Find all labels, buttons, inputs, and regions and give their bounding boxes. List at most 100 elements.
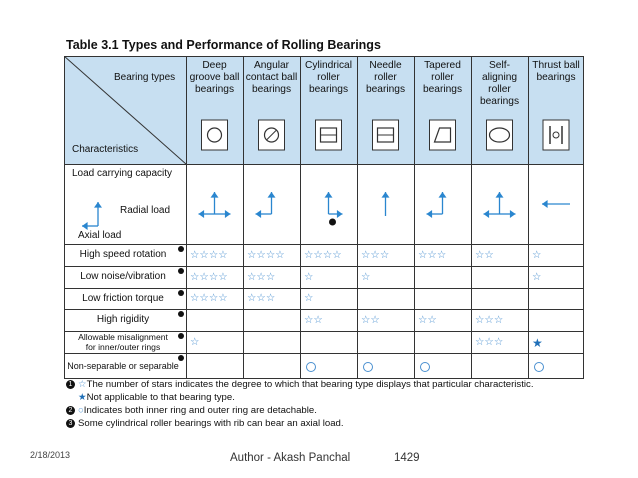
rating-stars: ☆☆☆☆ <box>304 248 342 261</box>
column-header-4-line3: bearings <box>365 84 406 95</box>
col7-axial-arrow-icon <box>542 200 570 208</box>
grid-hline <box>64 331 584 332</box>
grid-hline <box>64 378 584 379</box>
row-label: Low friction torque <box>82 292 164 304</box>
col4-radial-arrow-icon <box>381 192 390 216</box>
footnote-text: Indicates both inner ring and outer ring… <box>83 405 317 416</box>
angular-contact-bearing-icon <box>258 119 285 151</box>
footnote-text: The number of stars indicates the degree… <box>86 379 534 390</box>
rating-stars: ☆☆ <box>475 248 494 261</box>
row-note-badge <box>178 246 184 252</box>
footnote-2: ★Not applicable to that bearing type. <box>78 391 235 404</box>
row-label-line1: Allowable misalignment <box>78 332 168 342</box>
footnote-badge: 1 <box>66 379 75 389</box>
column-header-3-line3: bearings <box>308 84 349 95</box>
axial-legend-arrow-icon <box>82 222 98 230</box>
column-header-6-line1: Self- <box>489 60 510 71</box>
grid-hline <box>64 56 584 57</box>
col3-radial-arrow-icon <box>324 192 333 214</box>
characteristics-label: Characteristics <box>72 144 139 155</box>
col2-radial-arrow-icon <box>267 192 276 214</box>
rating-stars: ☆☆☆☆ <box>190 248 228 261</box>
row-label: High speed rotation <box>79 249 167 260</box>
header-diagonal <box>64 56 186 164</box>
footnote-badge: 2 <box>66 405 75 415</box>
grid-hline <box>64 288 584 289</box>
grid-vline <box>528 56 529 378</box>
column-header-5-line2: roller <box>431 72 454 83</box>
load-arrows <box>82 192 570 230</box>
column-header-2-line2: contact ball <box>245 72 298 83</box>
deep-groove-ball-bearing-icon <box>201 119 228 151</box>
grid-vline <box>243 56 244 378</box>
footer-author: Author - Akash Panchal <box>230 452 351 464</box>
thrust-ball-bearing-icon <box>542 119 570 151</box>
row-note-badge <box>178 268 184 274</box>
footnote-symbol-icon: ★ <box>78 392 87 403</box>
column-header-3-line2: roller <box>317 72 340 83</box>
grid-hline <box>64 164 584 165</box>
rating-stars: ☆☆☆ <box>247 270 276 283</box>
rating-stars: ☆☆☆☆ <box>190 292 228 304</box>
footnote-text: Not applicable to that bearing type. <box>86 392 235 403</box>
row-note-badge <box>178 333 184 339</box>
table-title: Table 3.1 Types and Performance of Rolli… <box>66 38 381 52</box>
column-header-7-line1: Thrust ball <box>532 60 580 71</box>
rating-stars: ☆☆☆ <box>475 313 504 326</box>
rating-stars: ☆ <box>361 270 371 283</box>
col6-radial-arrow-icon <box>495 192 504 214</box>
column-header-2-line1: Angular <box>253 60 290 71</box>
col1-axial-left-arrow-icon <box>198 210 215 218</box>
tapered-roller-bearing-icon <box>429 119 456 151</box>
bearing-table: Bearing types Characteristics Deep groove… <box>64 56 584 379</box>
grid-hline <box>64 353 584 354</box>
grid-vline <box>414 56 415 378</box>
rating-stars: ☆☆☆ <box>418 248 447 261</box>
col6-axial-right-arrow-icon <box>499 210 516 218</box>
column-header-1-line2: groove ball <box>189 72 240 83</box>
bearing-icons <box>201 119 570 151</box>
footnote-symbol-icon: ○ <box>78 405 84 416</box>
grid-hline <box>64 309 584 310</box>
grid-vline <box>186 56 187 378</box>
column-header-5-line1: Tapered <box>424 60 461 71</box>
column-header-6-line4: bearings <box>479 96 520 107</box>
grid-vline <box>300 56 301 378</box>
row-label: Low noise/vibration <box>80 271 166 282</box>
self-aligning-roller-bearing-icon <box>486 119 513 151</box>
rating-stars: ☆☆☆☆ <box>247 248 285 261</box>
rating-stars: ☆ <box>304 292 314 304</box>
col5-axial-left-arrow-icon <box>426 210 443 218</box>
grid-hline <box>64 266 584 267</box>
grid-vline <box>64 56 65 378</box>
rating-stars: ☆☆ <box>304 313 323 326</box>
column-header-1-line1: Deep <box>202 60 227 71</box>
row-label: Allowable misalignment for inner/outer ri… <box>64 332 182 352</box>
needle-roller-bearing-icon <box>372 119 399 151</box>
row-note-badge <box>178 290 184 296</box>
row-label: High rigidity <box>96 314 150 325</box>
column-header-4-line1: Needle <box>369 60 402 71</box>
footnote-3: 2 ○Indicates both inner ring and outer ri… <box>66 404 317 417</box>
footnote-badge: 3 <box>66 418 75 428</box>
rating-stars: ☆☆☆ <box>247 292 276 304</box>
col1-radial-arrow-icon <box>210 192 219 214</box>
col1-axial-right-arrow-icon <box>214 210 231 218</box>
grid-hline <box>64 244 584 245</box>
column-header-3-line1: Cylindrical <box>305 60 352 71</box>
rating-stars: ☆ <box>304 270 314 283</box>
rating-stars: ☆☆☆☆ <box>190 270 228 283</box>
grid-vline <box>357 56 358 378</box>
row-label: Non-separable or separable <box>67 360 179 371</box>
column-header-4-line2: roller <box>374 72 397 83</box>
bearing-types-label: Bearing types <box>114 72 176 83</box>
footer-page-number: 1429 <box>394 452 420 464</box>
grid-vline <box>583 56 584 378</box>
not-applicable-star-icon: ★ <box>532 335 543 350</box>
col5-radial-arrow-icon <box>438 192 447 214</box>
col6-axial-left-arrow-icon <box>483 210 500 218</box>
column-header-6-line3: roller <box>488 84 511 95</box>
column-header-2-line3: bearings <box>251 84 292 95</box>
column-header-5-line3: bearings <box>422 84 463 95</box>
footnote-4: 3 Some cylindrical roller bearings with r… <box>66 417 344 430</box>
